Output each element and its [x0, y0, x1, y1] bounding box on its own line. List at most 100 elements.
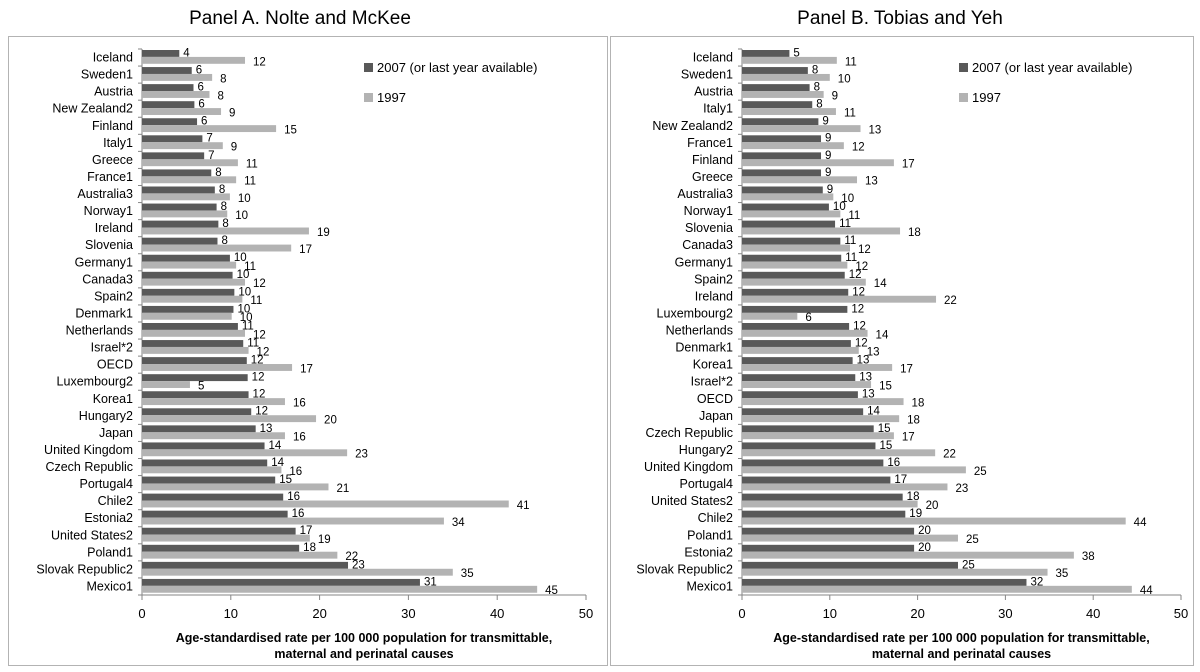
- data-label-1997: 10: [841, 193, 854, 205]
- data-label-1997: 25: [966, 534, 979, 546]
- bar-2007: [742, 186, 823, 194]
- data-label-2007: 5: [793, 47, 799, 59]
- data-label-2007: 32: [1030, 576, 1043, 588]
- bar-2007: [742, 118, 819, 126]
- data-label-2007: 10: [237, 269, 250, 281]
- data-label-2007: 19: [909, 508, 922, 520]
- y-tick-label: Poland1: [87, 545, 133, 559]
- data-label-1997: 16: [293, 398, 306, 410]
- data-label-2007: 16: [887, 457, 900, 469]
- bar-2007: [142, 84, 194, 92]
- y-tick-label: Netherlands: [666, 324, 733, 338]
- bar-2007: [142, 374, 248, 382]
- data-label-2007: 6: [201, 116, 207, 128]
- data-label-2007: 17: [894, 474, 907, 486]
- y-tick-label: Austria: [694, 85, 733, 99]
- x-axis-title-line1: Age-standardised rate per 100 000 popula…: [176, 631, 552, 645]
- bar-1997: [742, 432, 894, 440]
- bar-2007: [742, 442, 876, 450]
- y-tick-label: Australia3: [677, 187, 733, 201]
- data-label-2007: 31: [424, 576, 437, 588]
- data-label-2007: 9: [825, 167, 831, 179]
- bar-2007: [142, 118, 198, 126]
- data-label-1997: 38: [1082, 551, 1095, 563]
- bar-1997: [142, 295, 243, 303]
- data-label-1997: 14: [876, 329, 889, 341]
- y-tick-label: United Kingdom: [44, 443, 133, 457]
- data-label-2007: 10: [237, 303, 250, 315]
- bar-1997: [742, 278, 866, 286]
- x-tick-label: 30: [401, 606, 415, 621]
- data-label-2007: 11: [247, 337, 259, 349]
- bar-2007: [142, 578, 420, 586]
- y-tick-label: Czech Republic: [645, 426, 733, 440]
- legend-swatch-1997: [364, 93, 373, 102]
- data-label-2007: 12: [849, 269, 862, 281]
- bar-1997: [742, 159, 894, 167]
- data-label-1997: 45: [545, 585, 558, 597]
- data-label-1997: 19: [318, 534, 331, 546]
- bar-2007: [742, 237, 841, 245]
- bar-2007: [742, 271, 845, 279]
- bar-2007: [742, 340, 851, 347]
- data-label-2007: 8: [215, 167, 221, 179]
- bar-1997: [142, 210, 228, 218]
- data-label-2007: 11: [242, 320, 254, 332]
- data-label-1997: 11: [848, 210, 860, 222]
- bar-1997: [142, 568, 453, 576]
- bar-2007: [742, 459, 884, 467]
- data-label-1997: 9: [229, 107, 235, 119]
- y-tick-label: Italy1: [703, 102, 733, 116]
- bar-1997: [142, 483, 329, 491]
- data-label-1997: 18: [907, 415, 920, 427]
- bar-2007: [742, 254, 842, 262]
- bar-1997: [742, 517, 1126, 525]
- bar-1997: [142, 534, 310, 542]
- data-label-2007: 13: [260, 423, 273, 435]
- data-label-1997: 20: [926, 500, 939, 512]
- legend-label-2007: 2007 (or last year available): [377, 60, 537, 75]
- data-label-1997: 11: [244, 261, 256, 273]
- bar-2007: [742, 374, 856, 382]
- y-tick-label: Chile2: [698, 511, 733, 525]
- y-tick-label: New Zealand2: [652, 119, 733, 133]
- y-tick-label: Estonia2: [684, 545, 733, 559]
- bar-1997: [142, 244, 292, 252]
- panel-a-chart: Iceland 4 12 Sweden1 6 8 Austria 6 8 New Zealand2…: [36, 47, 593, 661]
- bar-2007: [142, 152, 205, 160]
- bar-1997: [742, 346, 859, 354]
- bar-1997: [142, 176, 237, 184]
- data-label-2007: 25: [962, 559, 975, 571]
- data-label-1997: 16: [293, 432, 306, 444]
- bar-2007: [742, 84, 810, 92]
- data-label-2007: 12: [251, 355, 264, 367]
- y-tick-label: Poland1: [687, 528, 733, 542]
- data-label-1997: 6: [805, 312, 811, 324]
- y-tick-label: Sweden1: [681, 68, 733, 82]
- y-tick-label: Netherlands: [66, 324, 133, 338]
- bar-1997: [142, 56, 246, 64]
- data-label-2007: 14: [269, 440, 282, 452]
- data-label-1997: 13: [869, 125, 882, 137]
- data-label-1997: 17: [902, 159, 915, 171]
- y-tick-label: United States2: [651, 494, 733, 508]
- y-tick-label: Slovenia: [85, 238, 133, 252]
- bar-2007: [142, 425, 256, 433]
- bar-2007: [742, 391, 858, 399]
- bar-2007: [142, 50, 180, 57]
- data-label-2007: 13: [859, 372, 872, 384]
- bar-2007: [142, 493, 284, 501]
- data-label-2007: 6: [196, 64, 202, 76]
- bar-1997: [742, 398, 904, 406]
- bar-1997: [742, 295, 937, 303]
- bar-2007: [742, 510, 906, 518]
- bar-2007: [742, 288, 849, 296]
- y-tick-label: Germany1: [675, 255, 733, 269]
- bar-1997: [142, 312, 232, 320]
- data-label-1997: 12: [852, 142, 865, 154]
- bar-1997: [742, 244, 850, 252]
- data-label-2007: 23: [352, 559, 365, 571]
- data-label-1997: 11: [844, 107, 856, 119]
- bar-2007: [742, 203, 829, 211]
- bar-1997: [742, 483, 948, 491]
